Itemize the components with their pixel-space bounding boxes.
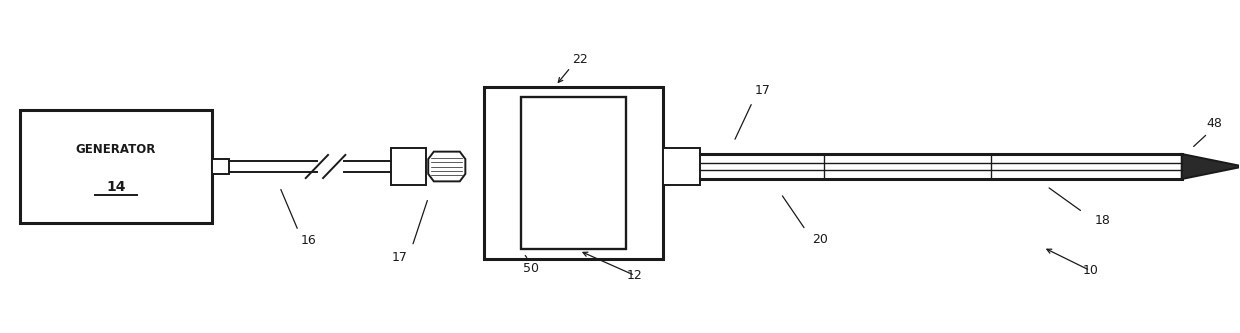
Text: GENERATOR: GENERATOR [76, 143, 156, 156]
Polygon shape [1182, 154, 1240, 179]
Text: 20: 20 [812, 233, 828, 246]
Text: 18: 18 [1095, 214, 1111, 227]
Bar [391, 148, 425, 185]
Polygon shape [1182, 154, 1240, 179]
Bar [212, 159, 229, 174]
Text: 17: 17 [392, 251, 408, 264]
Text: 14: 14 [107, 180, 125, 194]
Bar [663, 148, 701, 185]
Polygon shape [428, 152, 465, 181]
Text: 12: 12 [627, 269, 642, 282]
Text: 22: 22 [573, 53, 588, 66]
Text: 16: 16 [300, 234, 316, 247]
Text: 48: 48 [1207, 117, 1221, 130]
Text: 17: 17 [754, 84, 770, 97]
Bar [521, 97, 626, 249]
Bar [20, 110, 212, 223]
Text: 10: 10 [1083, 264, 1099, 277]
Text: 50: 50 [523, 262, 539, 275]
Bar [484, 87, 663, 259]
